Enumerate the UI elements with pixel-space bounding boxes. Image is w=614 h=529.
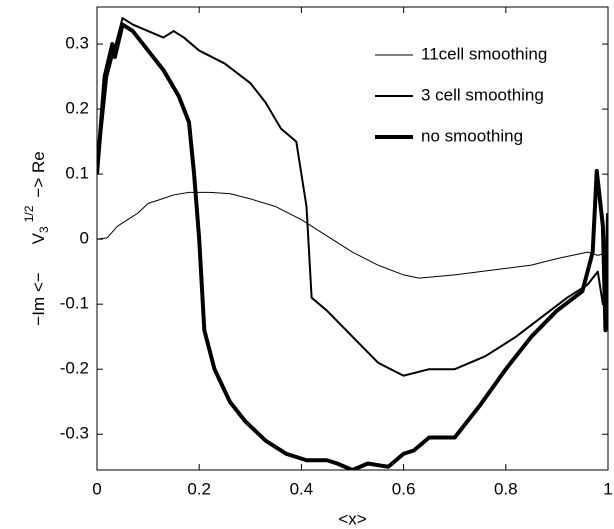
series-line: [97, 17, 608, 377]
y-axis-label-part: V: [29, 232, 48, 244]
series-line: [97, 22, 608, 470]
y-tick-label: -0.3: [60, 424, 89, 443]
x-tick-label: 0: [92, 479, 101, 498]
x-tick-label: 0.4: [290, 479, 314, 498]
y-tick-label: -0.1: [60, 294, 89, 313]
y-axis-label-part: 3: [37, 226, 51, 233]
x-tick-label: 1: [603, 479, 612, 498]
legend-label: 3 cell smoothing: [421, 85, 544, 104]
x-tick-label: 0.6: [392, 479, 416, 498]
x-tick-label: 0.2: [187, 479, 211, 498]
plot-frame: [96, 6, 609, 471]
y-tick-label: 0.2: [65, 99, 89, 118]
y-tick-label: 0: [80, 229, 89, 248]
y-axis-label-part: −> Re: [29, 151, 48, 197]
x-tick-label: 0.8: [494, 479, 518, 498]
series-line: [97, 191, 608, 279]
y-axis-label-part: 1/2: [22, 205, 36, 222]
legend-label: no smoothing: [421, 126, 523, 145]
y-axis-label: −Im <− V31/2 −> Re: [22, 151, 51, 325]
x-axis-label: <x>: [338, 509, 366, 528]
y-tick-label: 0.1: [65, 164, 89, 183]
y-tick-label: 0.3: [65, 34, 89, 53]
legend-label: 11cell smoothing: [421, 44, 547, 63]
y-tick-label: -0.2: [60, 359, 89, 378]
y-axis-label-part: −Im <−: [29, 272, 48, 325]
